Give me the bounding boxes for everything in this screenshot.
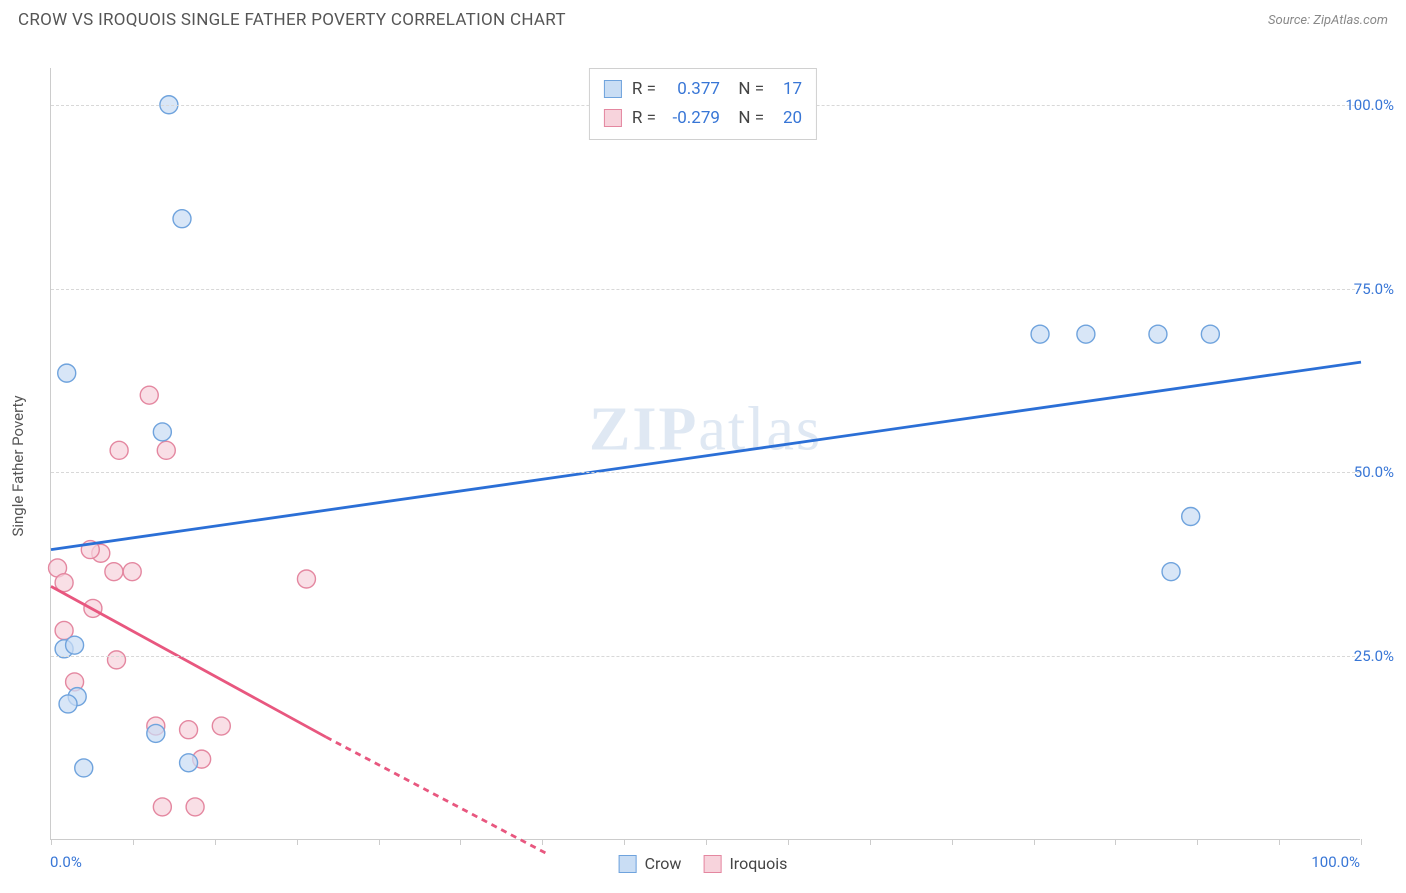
crow-point [1201, 325, 1219, 343]
legend-swatch [604, 109, 622, 127]
chart-container: Single Father Poverty ZIPatlas 25.0% 50.0… [0, 38, 1406, 893]
crow-point [1077, 325, 1095, 343]
legend-swatch [604, 80, 622, 98]
x-tick [542, 839, 543, 845]
chart-title: CROW VS IROQUOIS SINGLE FATHER POVERTY C… [18, 10, 566, 30]
iroquois-point [105, 563, 123, 581]
iroquois-point [186, 798, 204, 816]
gridline [51, 656, 1360, 657]
x-tick [870, 839, 871, 845]
iroquois-point [157, 441, 175, 459]
y-tick-label: 75.0% [1354, 280, 1394, 298]
iroquois-point [110, 441, 128, 459]
legend-stats-row: R = -0.279 N = 20 [604, 104, 802, 133]
gridline [51, 472, 1360, 473]
iroquois-trendline-dashed [326, 737, 549, 855]
crow-point [59, 695, 77, 713]
iroquois-point [140, 386, 158, 404]
crow-point [1031, 325, 1049, 343]
legend-swatch [703, 855, 721, 873]
crow-point [173, 210, 191, 228]
x-tick [1115, 839, 1116, 845]
x-tick [952, 839, 953, 845]
crow-point [1149, 325, 1167, 343]
stat-n-label: N = [730, 104, 764, 133]
iroquois-point [180, 721, 198, 739]
x-tick [624, 839, 625, 845]
x-tick-min: 0.0% [50, 853, 82, 871]
x-tick [215, 839, 216, 845]
legend-label: Iroquois [729, 854, 787, 873]
legend-stats: R = 0.377 N = 17R = -0.279 N = 20 [589, 68, 817, 140]
source-label: Source: ZipAtlas.com [1268, 13, 1388, 28]
x-tick [133, 839, 134, 845]
x-tick [706, 839, 707, 845]
crow-point [1182, 507, 1200, 525]
plot-svg [51, 68, 1360, 839]
stat-r-value: 0.377 [666, 75, 720, 104]
y-tick-label: 100.0% [1345, 96, 1394, 114]
x-tick [379, 839, 380, 845]
x-tick [51, 839, 52, 845]
plot-area: ZIPatlas [50, 68, 1360, 840]
crow-point [58, 364, 76, 382]
x-tick [297, 839, 298, 845]
iroquois-point [153, 798, 171, 816]
stat-n-value: 17 [774, 75, 802, 104]
y-tick-label: 50.0% [1354, 463, 1394, 481]
legend-swatch [619, 855, 637, 873]
y-tick-label: 25.0% [1354, 647, 1394, 665]
crow-point [66, 636, 84, 654]
crow-point [1162, 563, 1180, 581]
x-tick [460, 839, 461, 845]
x-tick [788, 839, 789, 845]
bottom-legend-item: Crow [619, 854, 682, 873]
stat-n-label: N = [730, 75, 764, 104]
legend-stats-row: R = 0.377 N = 17 [604, 75, 802, 104]
stat-r-label: R = [632, 75, 656, 104]
x-tick [1279, 839, 1280, 845]
crow-point [147, 724, 165, 742]
iroquois-point [297, 570, 315, 588]
crow-point [75, 759, 93, 777]
iroquois-point [212, 717, 230, 735]
bottom-legend-item: Iroquois [703, 854, 787, 873]
x-tick [1197, 839, 1198, 845]
stat-n-value: 20 [774, 104, 802, 133]
crow-point [180, 754, 198, 772]
stat-r-value: -0.279 [666, 104, 720, 133]
y-axis-label: Single Father Poverty [9, 395, 27, 536]
crow-point [153, 423, 171, 441]
stat-r-label: R = [632, 104, 656, 133]
crow-trendline [51, 362, 1361, 549]
bottom-legend: Crow Iroquois [619, 854, 788, 873]
iroquois-trendline [51, 586, 326, 737]
iroquois-point [108, 651, 126, 669]
x-tick-max: 100.0% [1311, 853, 1360, 871]
iroquois-point [123, 563, 141, 581]
x-tick [1034, 839, 1035, 845]
x-tick [1361, 839, 1362, 845]
legend-label: Crow [645, 854, 682, 873]
gridline [51, 289, 1360, 290]
